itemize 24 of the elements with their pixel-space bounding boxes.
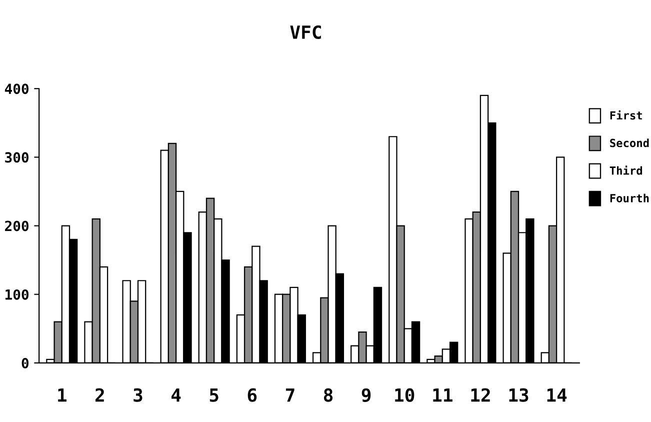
- legend-label: Third: [610, 166, 642, 175]
- y-tick-label: 300: [5, 152, 29, 163]
- x-tick-label: 11: [433, 388, 452, 402]
- x-tick-label: 9: [362, 388, 371, 402]
- y-tick-label: 400: [4, 84, 29, 94]
- legend-label: Second: [610, 138, 649, 148]
- y-tick-label: 200: [5, 220, 29, 232]
- y-tick-label: 0: [22, 358, 29, 368]
- x-tick-label: 4: [172, 388, 181, 402]
- legend-label: First: [610, 110, 642, 120]
- chart-title: VFC: [290, 25, 321, 39]
- x-tick-label: 5: [210, 388, 218, 402]
- x-tick-label: 13: [509, 388, 528, 402]
- x-tick-label: 7: [286, 388, 294, 402]
- x-tick-label: 14: [547, 388, 567, 402]
- x-tick-label: 1: [58, 388, 66, 402]
- x-tick-label: 10: [395, 388, 414, 402]
- legend-label: Fourth: [610, 194, 649, 202]
- x-tick-label: 6: [248, 388, 257, 402]
- x-tick-label: 8: [324, 388, 333, 402]
- x-tick-label: 2: [96, 388, 104, 402]
- x-tick-label: 3: [134, 388, 142, 402]
- y-tick-label: 100: [6, 289, 29, 300]
- x-tick-label: 12: [471, 388, 490, 402]
